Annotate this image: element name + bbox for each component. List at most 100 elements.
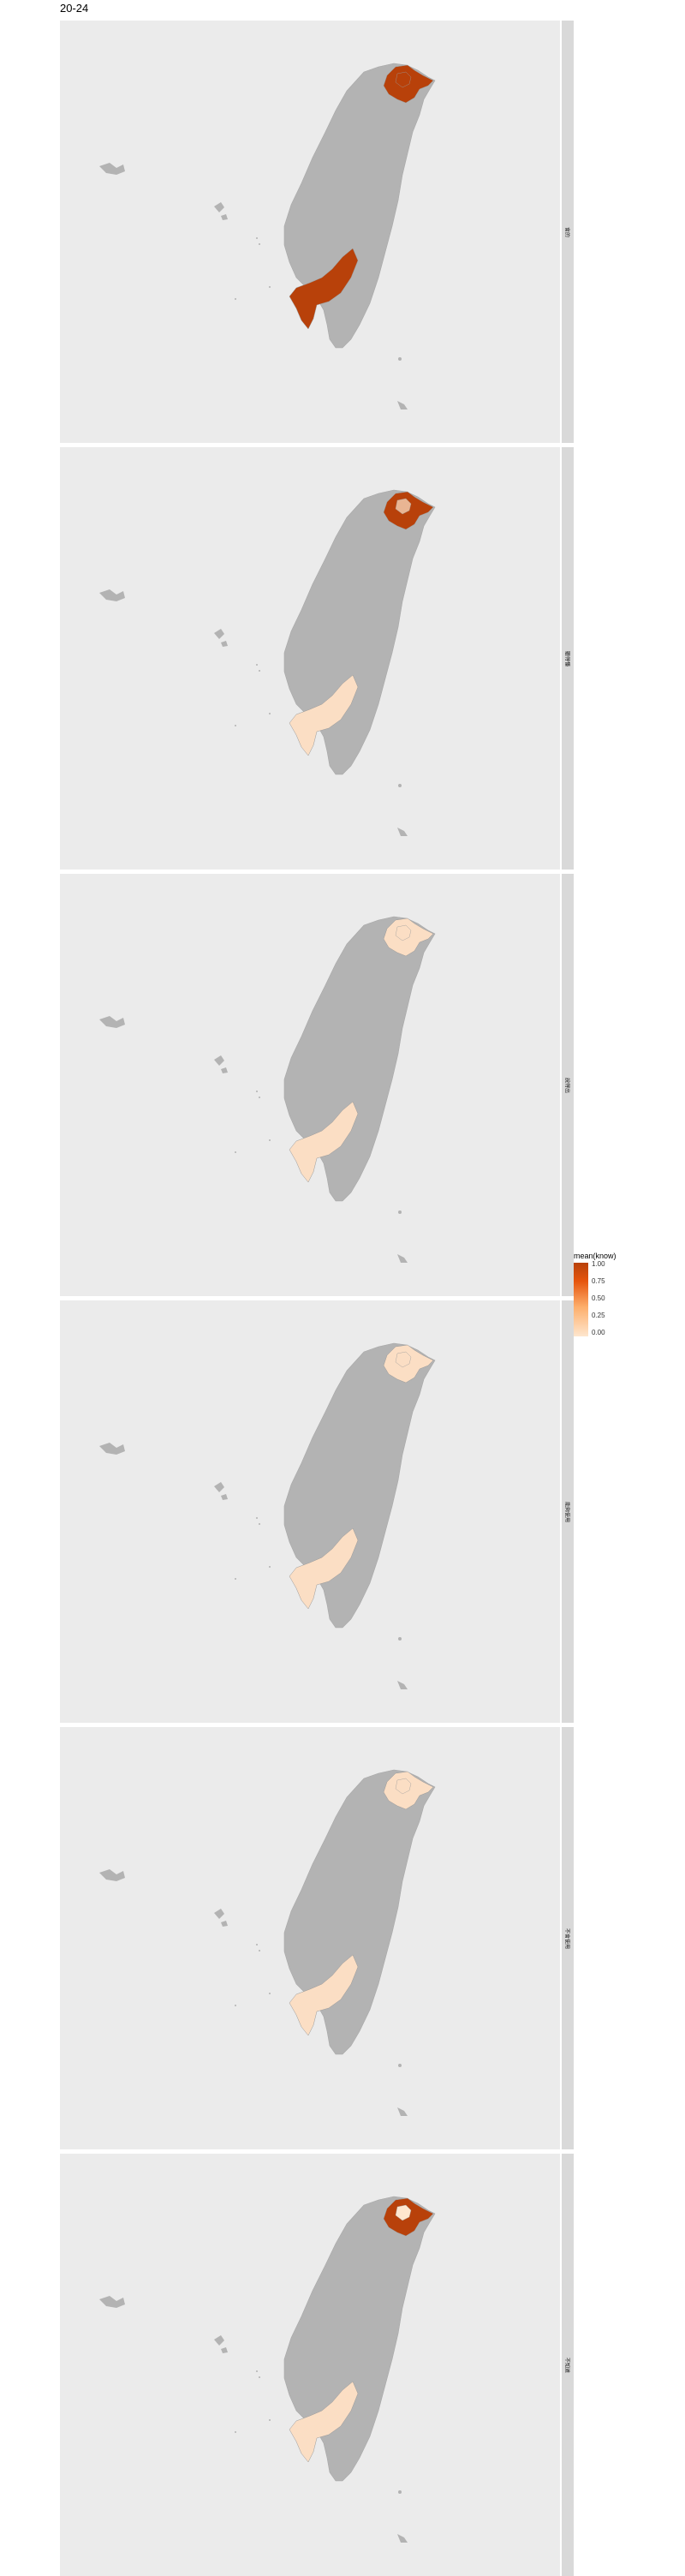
facet-strip: 不會使用: [562, 1727, 574, 2149]
region-south: [289, 1954, 359, 2036]
kinmen-island: [99, 589, 125, 601]
region-south: [289, 2381, 359, 2463]
islet: [235, 1578, 236, 1580]
islet: [235, 725, 236, 726]
islet: [256, 1944, 258, 1945]
legend-tick: 0.00: [592, 1329, 605, 1336]
islet: [269, 713, 271, 714]
facet-strip-label: 能夠使用: [563, 1501, 569, 1522]
kinmen-island: [99, 1869, 125, 1881]
islet: [235, 2005, 236, 2006]
islet: [235, 1151, 236, 1153]
legend-tick: 0.50: [592, 1294, 605, 1302]
islet: [256, 2370, 258, 2372]
islet: [256, 237, 258, 239]
green-island: [398, 2064, 402, 2067]
islet: [256, 1517, 258, 1519]
orchid-island: [397, 401, 408, 409]
penghu-islands: [214, 1055, 228, 1073]
islet: [259, 1097, 260, 1098]
facet-strip-label: 說得出: [563, 1077, 569, 1093]
orchid-island: [397, 2107, 408, 2116]
orchid-island: [397, 1681, 408, 1689]
region-inner-north: [395, 1778, 412, 1795]
islet: [259, 1523, 260, 1525]
islet: [269, 2419, 271, 2421]
islet: [256, 664, 258, 666]
region-inner-north: [395, 1351, 412, 1368]
legend-tick: 0.75: [592, 1277, 605, 1285]
islet: [259, 1950, 260, 1951]
orchid-island: [397, 1254, 408, 1263]
facet-panel: 說得出: [60, 874, 574, 1296]
islet: [269, 1993, 271, 1994]
islet: [235, 2431, 236, 2433]
islet: [269, 1139, 271, 1141]
facet-strip-label: 不會使用: [563, 1928, 569, 1949]
green-island: [398, 784, 402, 787]
facet-strip-label: 不知道: [563, 2357, 569, 2373]
map-panel: [60, 21, 560, 443]
penghu-islands: [214, 1482, 228, 1500]
taiwan-landmass: [283, 916, 436, 1202]
region-inner-north: [395, 924, 412, 941]
penghu-islands: [214, 2335, 228, 2353]
taiwan-map: [99, 1769, 436, 2116]
islet: [259, 243, 260, 245]
kinmen-island: [99, 163, 125, 175]
region-inner-north: [395, 498, 412, 515]
facet-panel: 不會使用: [60, 1727, 574, 2149]
legend-tick: 1.00: [592, 1260, 605, 1268]
taiwan-map: [99, 63, 436, 409]
facet-strip: 會的: [562, 21, 574, 443]
orchid-island: [397, 2534, 408, 2543]
taiwan-landmass: [283, 1769, 436, 2055]
region-south: [289, 674, 359, 756]
legend-colorbar: [574, 1263, 588, 1336]
penghu-islands: [214, 629, 228, 647]
map-panel: [60, 874, 560, 1296]
kinmen-island: [99, 1443, 125, 1455]
islet: [259, 2376, 260, 2378]
taiwan-map: [99, 1342, 436, 1689]
plot-title: 20-24: [60, 2, 89, 15]
legend: mean(know) 1.00 0.75 0.50 0.25 0.00: [574, 1252, 668, 1346]
green-island: [398, 1637, 402, 1641]
islet: [269, 286, 271, 288]
kinmen-island: [99, 2296, 125, 2308]
taiwan-landmass: [283, 63, 436, 349]
penghu-islands: [214, 1909, 228, 1927]
map-panel: [60, 447, 560, 870]
taiwan-landmass: [283, 489, 436, 775]
legend-tick: 0.25: [592, 1312, 605, 1319]
legend-title: mean(know): [574, 1252, 616, 1260]
islet: [256, 1091, 258, 1092]
facet-strip-label: 會的: [563, 226, 569, 237]
map-panel: [60, 1727, 560, 2149]
facet-panel: 能夠使用: [60, 1300, 574, 1723]
islet: [235, 298, 236, 300]
facet-strip: 說得出: [562, 874, 574, 1296]
taiwan-map: [99, 916, 436, 1263]
facet-strip: 聽得懂: [562, 447, 574, 870]
facet-strip: 能夠使用: [562, 1300, 574, 1723]
kinmen-island: [99, 1016, 125, 1028]
green-island: [398, 357, 402, 361]
region-inner-north: [395, 2204, 412, 2221]
region-inner-north: [395, 71, 412, 88]
region-south: [289, 248, 359, 330]
islet: [269, 1566, 271, 1568]
penghu-islands: [214, 202, 228, 220]
islet: [259, 670, 260, 672]
region-south: [289, 1527, 359, 1610]
map-panel: [60, 1300, 560, 1723]
green-island: [398, 2490, 402, 2494]
orchid-island: [397, 828, 408, 836]
taiwan-map: [99, 489, 436, 836]
facet-panel: 不知道: [60, 2154, 574, 2576]
facet-panel: 聽得懂: [60, 447, 574, 870]
map-panel: [60, 2154, 560, 2576]
taiwan-map: [99, 2196, 436, 2543]
taiwan-landmass: [283, 1342, 436, 1629]
facet-strip: 不知道: [562, 2154, 574, 2576]
